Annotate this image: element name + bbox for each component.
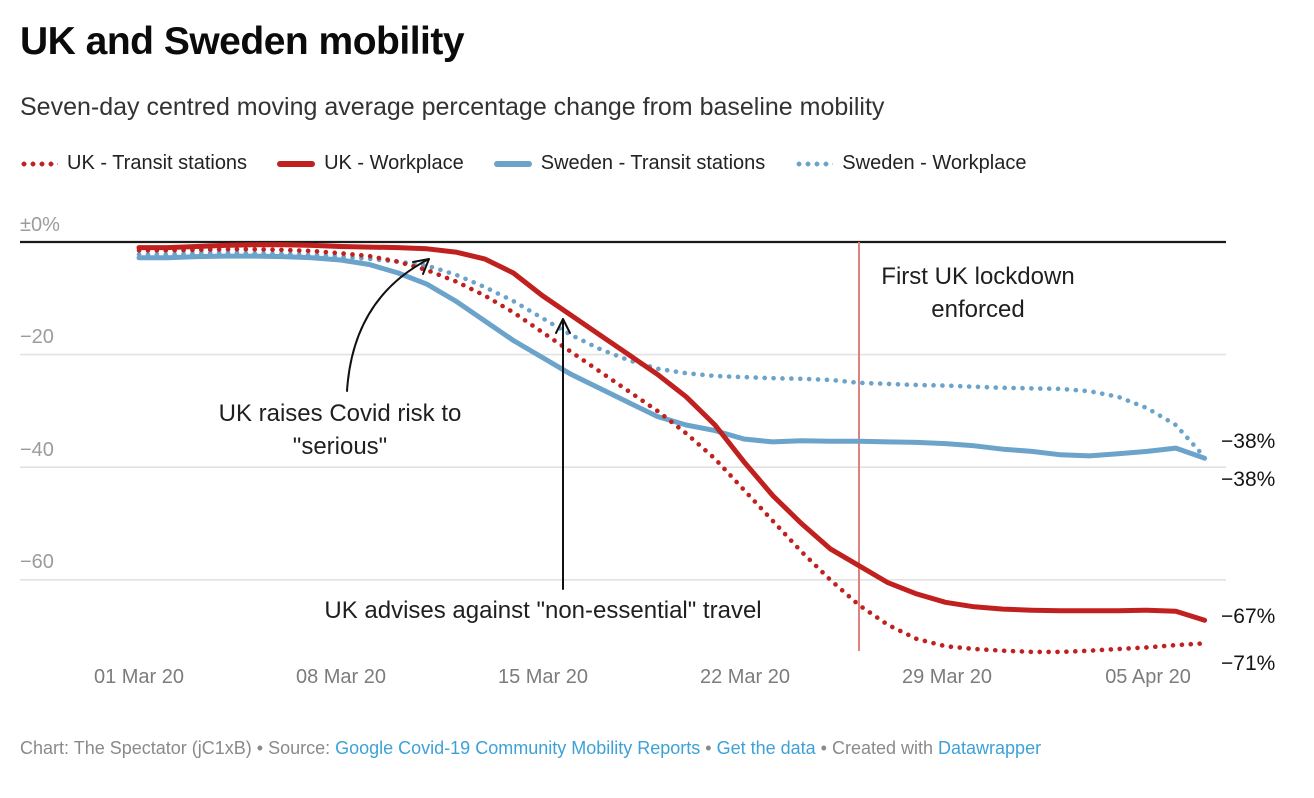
footer-prefix: Chart: The Spectator (jC1xB) • Source: [20,738,336,758]
legend-label: Sweden - Workplace [842,152,1027,174]
footer-separator: • [700,738,717,758]
y-axis-tick-20: −20 [20,326,54,348]
end-value-sweden-transit: −38% [1221,430,1276,453]
end-value-sweden-workplace: −38% [1221,468,1276,491]
source-link[interactable]: Google Covid-19 Community Mobility Repor… [335,738,701,758]
x-axis-tick-22mar: 22 Mar 20 [699,666,791,688]
legend: UK - Transit stations UK - Workplace Swe… [20,152,1026,175]
dotted-line-swatch-icon [795,160,834,167]
x-axis-tick-15mar: 15 Mar 20 [497,666,589,688]
legend-item-uk-transit: UK - Transit stations [20,152,247,175]
solid-line-swatch-icon [277,160,316,167]
footer-separator: • Created with [815,738,939,758]
end-value-uk-workplace: −67% [1221,605,1276,628]
end-value-uk-transit: −71% [1221,652,1276,675]
solid-line-swatch-icon [493,160,532,167]
x-axis-tick-05apr: 05 Apr 20 [1105,666,1191,688]
legend-label: Sweden - Transit stations [540,152,766,174]
annotation-uk-raises-risk: UK raises Covid risk to "serious" [218,400,462,461]
annotation-first-uk-lockdown: First UK lockdown enforced [881,263,1075,324]
x-axis-tick-08mar: 08 Mar 20 [295,666,387,688]
legend-item-sweden-transit: Sweden - Transit stations [493,152,766,175]
datawrapper-link[interactable]: Datawrapper [938,738,1042,758]
legend-label: UK - Transit stations [67,152,248,174]
y-axis-tick-60: −60 [20,551,54,573]
attribution-footer: Chart: The Spectator (jC1xB) • Source: G… [20,738,1041,759]
chart-subtitle: Seven-day centred moving average percent… [20,93,885,121]
legend-label: UK - Workplace [324,152,464,174]
page-title: UK and Sweden mobility [20,20,465,63]
legend-item-uk-workplace: UK - Workplace [277,152,464,175]
x-axis-tick-01mar: 01 Mar 20 [93,666,185,688]
get-the-data-link[interactable]: Get the data [716,738,816,758]
y-axis-tick-0: ±0% [20,214,60,236]
x-axis-tick-29mar: 29 Mar 20 [901,666,993,688]
annotation-uk-advises-travel: UK advises against "non-essential" trave… [324,597,762,624]
y-axis-tick-40: −40 [20,439,54,461]
legend-item-sweden-workplace: Sweden - Workplace [795,152,1026,175]
dotted-line-swatch-icon [20,160,58,167]
